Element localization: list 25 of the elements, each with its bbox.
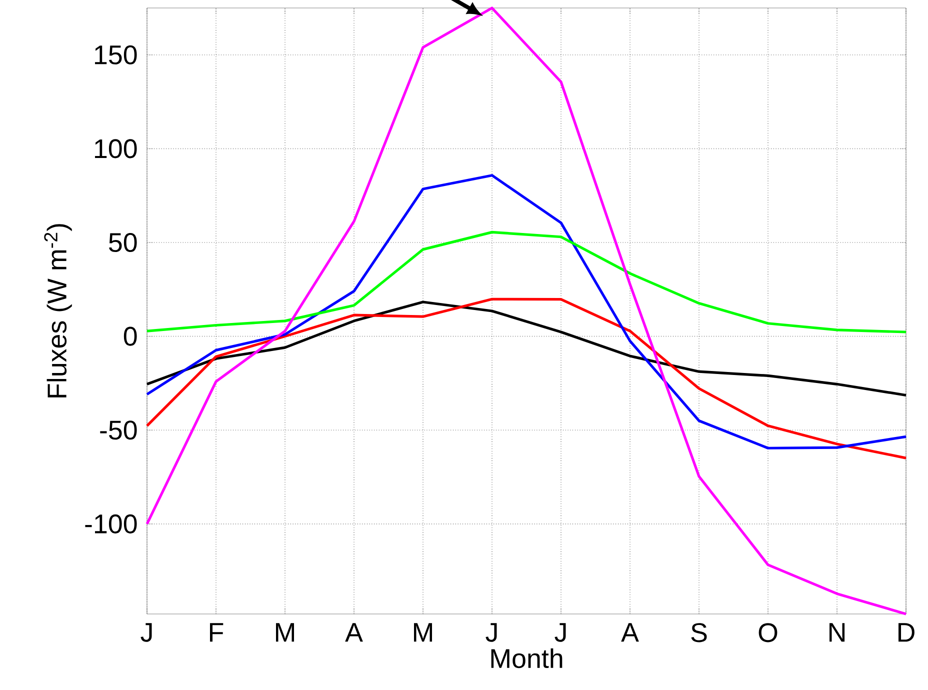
y-tick-label: 150 (95, 45, 137, 64)
y-tick-label: 100 (95, 139, 137, 158)
x-tick-label: A (345, 623, 363, 642)
x-tick-label: J (140, 623, 152, 642)
y-axis-title: Fluxes (W m$^{-2}$) (44, 224, 72, 398)
line-series (146, 298, 908, 460)
line-series (146, 230, 908, 334)
line-series (146, 174, 908, 450)
line-series (146, 300, 908, 397)
y-tick-label: 0 (124, 326, 137, 346)
x-tick-label: S (691, 623, 707, 642)
x-tick-label: M (276, 623, 294, 642)
x-tick-label: A (621, 623, 639, 642)
y-tick-label: -50 (100, 420, 137, 440)
x-axis-title: Month (491, 648, 562, 668)
x-tick-label: N (830, 623, 845, 642)
x-tick-label: F (210, 623, 224, 642)
x-tick-label: M (414, 623, 432, 642)
x-tick-label: D (898, 623, 914, 642)
y-tick-label: -100 (85, 514, 137, 534)
x-tick-label: O (758, 623, 778, 642)
y-tick-label: 50 (109, 232, 137, 252)
x-tick-label: J (486, 623, 497, 642)
line-series (146, 6, 908, 616)
x-tick-label: J (554, 623, 566, 642)
